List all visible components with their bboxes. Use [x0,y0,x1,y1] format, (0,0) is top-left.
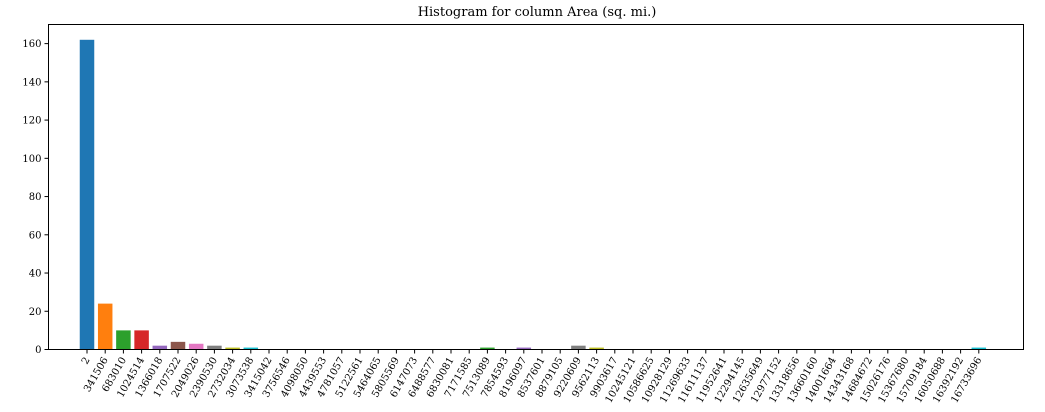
y-tick-label: 20 [29,307,42,318]
y-tick-label: 40 [29,269,42,280]
y-tick-label: 80 [29,192,42,203]
y-tick-label: 120 [22,116,41,127]
y-axis: 0 20 40 60 80 100 120 140 160 [22,39,49,356]
bar-8196097 [516,347,532,350]
x-axis: 2341506683010102451413660181707522204902… [80,349,984,405]
bars-group [79,39,987,350]
y-tick-label: 160 [22,39,41,50]
bar-341506 [97,303,113,350]
bar-1024514 [134,330,149,350]
bar-2732034 [225,347,240,350]
bar-9562113 [589,347,604,350]
y-tick-label: 60 [29,230,42,241]
bar-1366018 [152,345,168,350]
plot-frame [48,24,1024,350]
bar-7513089 [480,347,495,350]
bar-1707522 [170,341,186,350]
x-tick-label: 2 [80,356,93,367]
chart-title: Histogram for column Area (sq. mi.) [418,5,657,20]
y-tick-label: 0 [35,345,41,356]
bar-2 [79,39,95,350]
bar-16733696 [971,347,987,350]
bar-2390530 [207,345,222,350]
bar-2049026 [188,343,204,350]
bar-9220609 [571,345,586,350]
y-tick-label: 140 [22,77,41,88]
bar-3073538 [243,347,259,350]
bar-683010 [116,330,131,350]
y-tick-label: 100 [22,154,41,165]
